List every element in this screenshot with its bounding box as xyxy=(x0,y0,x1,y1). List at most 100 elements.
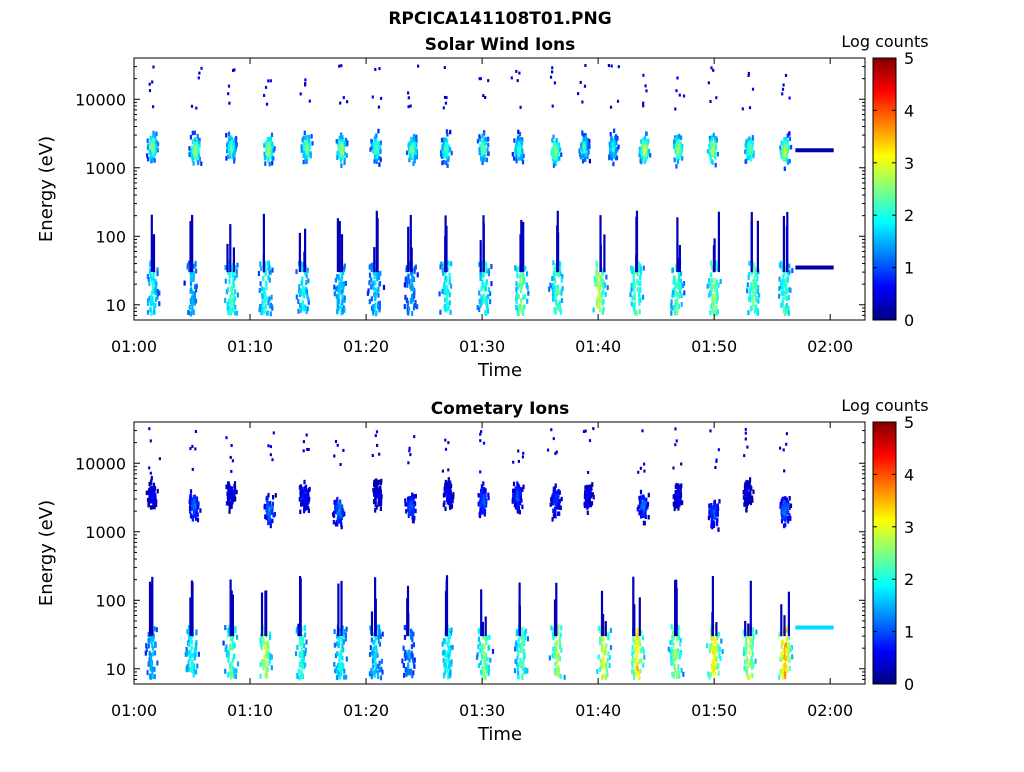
data-cell xyxy=(373,654,375,659)
data-cell xyxy=(446,132,448,137)
data-cell xyxy=(606,667,608,672)
data-cell xyxy=(716,292,718,297)
data-cell xyxy=(711,150,713,155)
data-cell xyxy=(596,282,598,287)
data-cell xyxy=(484,502,486,507)
data-cell xyxy=(715,96,717,99)
data-cell xyxy=(598,626,600,631)
data-cell xyxy=(610,150,612,155)
data-cell xyxy=(681,156,683,161)
data-cell xyxy=(371,611,373,636)
data-cell xyxy=(150,136,152,141)
data-cell xyxy=(339,282,341,287)
data-cell xyxy=(299,651,301,656)
data-cell xyxy=(381,670,383,675)
data-cell xyxy=(231,140,233,145)
data-cell xyxy=(260,674,262,679)
data-cell xyxy=(343,669,345,674)
data-cell xyxy=(145,643,147,648)
data-cell xyxy=(196,497,198,502)
data-cell xyxy=(554,646,556,651)
data-cell xyxy=(344,295,346,300)
data-cell xyxy=(642,102,644,105)
data-cell xyxy=(610,106,612,109)
data-cell xyxy=(611,65,613,68)
data-cell xyxy=(304,131,306,136)
data-cell xyxy=(583,145,585,150)
data-cell xyxy=(597,272,599,277)
data-cell xyxy=(267,667,269,672)
data-cell xyxy=(642,495,644,500)
data-cell xyxy=(449,273,451,278)
data-cell xyxy=(371,296,373,301)
data-cell xyxy=(236,311,238,316)
data-cell xyxy=(380,675,382,680)
data-cell xyxy=(408,306,410,311)
data-cell xyxy=(405,672,407,677)
data-cell xyxy=(447,289,449,294)
data-cell xyxy=(522,455,524,458)
data-cell xyxy=(302,656,304,661)
data-cell xyxy=(447,642,449,647)
data-cell xyxy=(305,501,307,506)
data-cell xyxy=(487,657,489,662)
data-cell xyxy=(268,275,270,280)
data-cell xyxy=(297,309,299,314)
data-cell xyxy=(224,625,226,630)
data-cell xyxy=(677,483,679,488)
data-cell xyxy=(307,151,309,156)
data-cell xyxy=(746,152,748,157)
data-cell xyxy=(488,635,490,640)
data-cell xyxy=(447,489,449,494)
data-cell xyxy=(479,470,481,473)
data-cell xyxy=(779,447,781,450)
data-cell xyxy=(198,149,200,154)
data-cell xyxy=(672,467,674,470)
data-cell xyxy=(266,142,268,147)
data-cell xyxy=(756,276,758,281)
data-cell xyxy=(340,519,342,524)
data-cell xyxy=(709,429,711,432)
data-cell xyxy=(307,278,309,283)
data-cell xyxy=(147,310,149,315)
data-cell xyxy=(584,502,586,507)
data-cell xyxy=(788,311,790,316)
data-cell xyxy=(404,304,406,309)
data-cell xyxy=(635,638,637,643)
data-cell xyxy=(749,287,751,292)
data-cell xyxy=(756,298,758,303)
data-cell xyxy=(714,278,716,283)
data-cell xyxy=(265,590,267,636)
data-cell xyxy=(520,498,522,503)
data-cell xyxy=(787,516,789,521)
data-cell xyxy=(383,285,385,290)
data-cell xyxy=(552,493,554,498)
data-cell xyxy=(781,300,783,305)
data-cell xyxy=(602,279,604,284)
data-cell xyxy=(675,502,677,507)
data-cell xyxy=(552,653,554,658)
data-cell xyxy=(645,507,647,512)
data-cell xyxy=(748,272,750,277)
data-cell xyxy=(478,663,480,668)
data-cell xyxy=(678,492,680,497)
data-cell xyxy=(304,496,306,501)
data-cell xyxy=(583,430,585,433)
data-cell xyxy=(373,492,375,497)
data-cell xyxy=(378,639,380,644)
data-cell xyxy=(194,137,196,142)
data-cell xyxy=(411,298,413,303)
data-cell xyxy=(199,508,201,513)
data-cell xyxy=(376,430,378,433)
data-cell xyxy=(613,129,615,134)
data-cell xyxy=(232,307,234,312)
data-cell xyxy=(373,499,375,504)
data-cell xyxy=(271,268,273,273)
data-cell xyxy=(228,144,230,149)
data-cell xyxy=(716,280,718,285)
data-cell xyxy=(193,499,195,504)
data-cell xyxy=(646,139,648,144)
data-cell xyxy=(229,644,231,649)
data-cell xyxy=(643,511,645,516)
